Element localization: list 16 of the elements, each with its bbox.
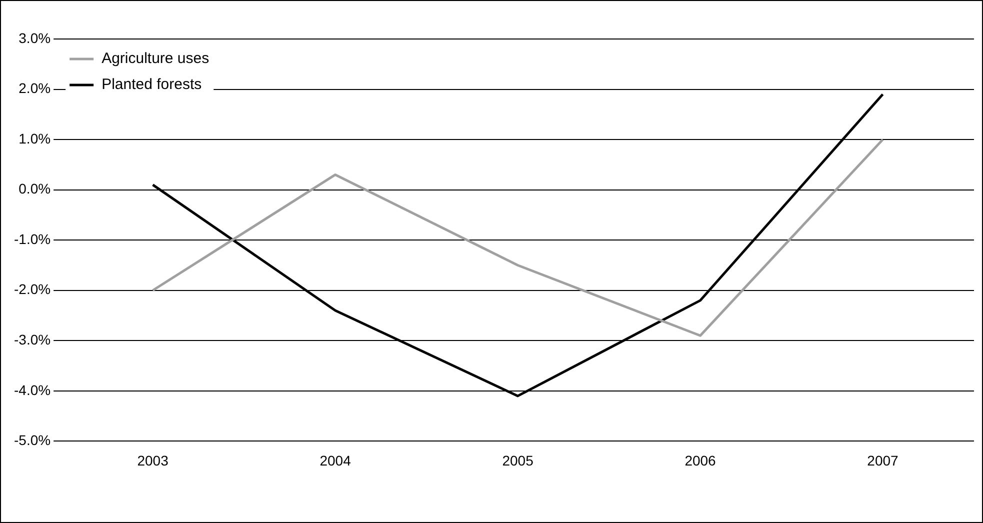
y-tick-label: -5.0% [14,432,51,448]
y-tick-label: 1.0% [18,130,51,146]
x-tick-label: 2005 [502,452,534,468]
legend-label: Planted forests [102,76,202,94]
y-tick-label: -4.0% [14,382,51,398]
y-tick-label: -1.0% [14,230,51,247]
x-tick-label: 2006 [684,452,716,468]
x-tick-label: 2007 [867,452,899,468]
x-tick-label: 2003 [137,452,169,468]
y-tick-label: 2.0% [18,80,51,96]
y-tick-label: 3.0% [18,30,51,46]
x-tick-label: 2004 [320,452,352,468]
y-tick-label: -3.0% [14,332,51,348]
y-tick-label: -2.0% [14,281,51,298]
y-tick-label: 0.0% [18,180,51,197]
legend-label: Agriculture uses [102,50,210,68]
